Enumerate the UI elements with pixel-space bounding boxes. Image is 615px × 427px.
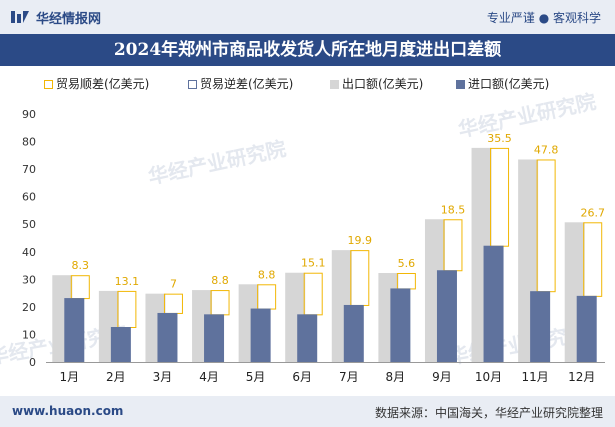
surplus-bar — [70, 275, 90, 300]
chart-legend: 贸易顺差(亿美元) 贸易逆差(亿美元) 出口额(亿美元) 进口额(亿美元) — [0, 72, 615, 92]
data-source-note: 数据来源：中国海关，华经产业研究院整理 — [374, 406, 603, 420]
x-tick-label: 6月 — [292, 370, 312, 384]
surplus-value-label: 26.7 — [580, 206, 605, 219]
surplus-value-label: 47.8 — [534, 143, 559, 156]
y-axis: 0 10 20 30 40 50 60 70 80 90 — [22, 108, 36, 369]
y-tick-label: 90 — [22, 108, 36, 121]
legend-swatch-surplus — [44, 80, 53, 89]
import-bar — [436, 270, 457, 362]
x-tick-label: 8月 — [386, 370, 406, 384]
import-bar — [390, 288, 411, 362]
x-tick-label: 2月 — [106, 370, 126, 384]
y-tick-label: 20 — [22, 301, 36, 314]
x-tick-label: 5月 — [246, 370, 266, 384]
y-tick-label: 60 — [22, 191, 36, 204]
surplus-bar — [536, 159, 556, 293]
surplus-bar — [490, 147, 510, 247]
y-tick-label: 30 — [22, 273, 36, 286]
surplus-bar — [303, 272, 323, 316]
legend-item-export: 出口额(亿美元) — [330, 75, 423, 92]
legend-label-deficit: 贸易逆差(亿美元) — [200, 77, 294, 91]
surplus-bar — [163, 293, 183, 314]
brand-name: 华经情报网 — [36, 12, 102, 27]
x-tick-label: 7月 — [339, 370, 359, 384]
x-tick-label: 9月 — [432, 370, 452, 384]
surplus-bar — [583, 222, 603, 297]
surplus-value-label: 15.1 — [301, 257, 326, 270]
legend-swatch-deficit — [188, 80, 197, 89]
x-axis: 1月 2月 3月 4月 5月 6月 7月 8月 9月 10月 11月 12月 — [46, 362, 605, 384]
watermark-text: 华经产业研究院 — [456, 92, 598, 142]
surplus-bar — [396, 272, 416, 290]
import-bar — [110, 327, 131, 362]
surplus-value-label: 35.5 — [487, 132, 512, 145]
surplus-bar — [257, 284, 277, 310]
import-bar — [576, 295, 597, 362]
import-bar — [64, 298, 85, 362]
y-tick-label: 50 — [22, 218, 36, 231]
y-tick-label: 10 — [22, 328, 36, 341]
import-bar — [250, 308, 271, 362]
header-bar: 华经情报网 专业严谨 ● 客观科学 — [0, 0, 615, 34]
surplus-value-label: 8.3 — [72, 259, 90, 272]
import-bar — [157, 312, 178, 362]
surplus-value-label: 7 — [170, 278, 177, 291]
legend-swatch-import — [456, 80, 465, 89]
legend-swatch-export — [330, 80, 339, 89]
surplus-value-label: 19.9 — [348, 234, 373, 247]
y-tick-label: 80 — [22, 136, 36, 149]
footer-bar: www.huaon.com 数据来源：中国海关，华经产业研究院整理 — [0, 396, 615, 427]
x-tick-label: 4月 — [199, 370, 219, 384]
legend-item-deficit: 贸易逆差(亿美元) — [188, 75, 293, 92]
x-tick-label: 10月 — [475, 370, 502, 384]
huajing-logo-icon — [11, 11, 29, 23]
surplus-value-label: 13.1 — [115, 275, 140, 288]
legend-item-import: 进口额(亿美元) — [456, 75, 549, 92]
x-tick-label: 3月 — [153, 370, 173, 384]
surplus-bar — [210, 290, 230, 316]
import-bar — [343, 304, 364, 362]
watermark-text: 华经产业研究院 — [146, 136, 288, 189]
import-bar — [297, 314, 318, 362]
header-slogan: 专业严谨 ● 客观科学 — [486, 11, 601, 25]
import-bar — [204, 314, 225, 362]
legend-label-export: 出口额(亿美元) — [342, 77, 424, 91]
x-tick-label: 1月 — [59, 370, 79, 384]
surplus-bar — [350, 250, 370, 306]
bars-layer: 8.3 13.1 7 8.8 8.8 15.1 19.9 5.6 18.5 35.5 47.8 26.… — [52, 132, 605, 362]
chart-title: 2024年郑州市商品收发货人所在地月度进出口差额 — [0, 34, 615, 66]
surplus-bar — [443, 219, 463, 272]
import-bar — [483, 245, 504, 362]
import-bar — [530, 291, 551, 362]
x-tick-label: 12月 — [568, 370, 595, 384]
surplus-value-label: 8.8 — [258, 268, 276, 281]
legend-label-import: 进口额(亿美元) — [468, 77, 550, 91]
surplus-value-label: 8.8 — [211, 274, 229, 287]
legend-item-surplus: 贸易顺差(亿美元) — [44, 75, 149, 92]
footer-url: www.huaon.com — [12, 404, 124, 418]
y-tick-label: 0 — [29, 356, 36, 369]
surplus-value-label: 18.5 — [441, 203, 466, 216]
bar-chart: 华经产业研究院华经产业研究院华经产业研究院华经产业研究院 01020304050… — [0, 92, 605, 384]
legend-label-surplus: 贸易顺差(亿美元) — [56, 77, 150, 91]
y-tick-label: 70 — [22, 163, 36, 176]
surplus-value-label: 5.6 — [398, 257, 416, 270]
y-tick-label: 40 — [22, 246, 36, 259]
x-tick-label: 11月 — [521, 370, 548, 384]
